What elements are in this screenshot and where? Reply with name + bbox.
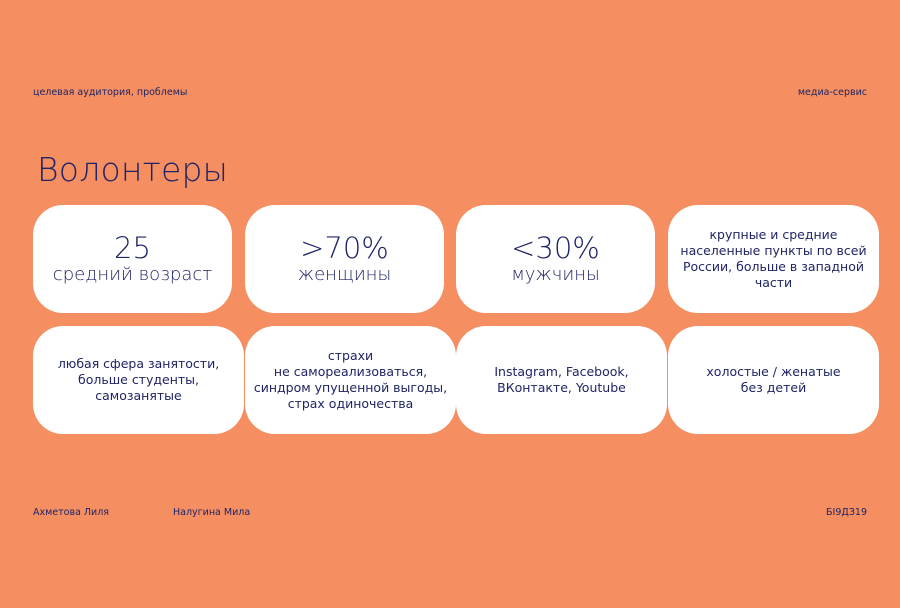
card-value: >70% xyxy=(300,231,389,265)
card-line: ВКонтакте, Youtube xyxy=(497,380,626,395)
card-family-status: холостые / женатые без детей xyxy=(668,326,879,434)
project-label: медиа-сервис xyxy=(797,87,867,98)
card-line: без детей xyxy=(740,380,807,395)
card-line: самозанятые xyxy=(95,388,182,403)
card-occupation: любая сфера занятости, больше студенты, … xyxy=(33,326,244,434)
card-men: <30% мужчины xyxy=(456,205,655,313)
author-2: Налугина Мила xyxy=(173,507,251,518)
card-label: женщины xyxy=(297,264,392,285)
card-value: 25 xyxy=(114,231,151,265)
card-geography: крупные и средние населенные пункты по в… xyxy=(668,205,879,313)
card-line: синдром упущенной выгоды, xyxy=(253,380,448,395)
card-line: крупные и средние xyxy=(709,227,838,242)
card-label: мужчины xyxy=(511,264,600,285)
card-value: <30% xyxy=(511,231,600,265)
group-code: БІ9ДЗ19 xyxy=(826,507,867,518)
card-age: 25 средний возраст xyxy=(33,205,232,313)
card-line: населенные пункты по всей xyxy=(680,243,867,258)
card-line: холостые / женатые xyxy=(706,364,841,379)
card-line: части xyxy=(754,275,793,290)
author-1: Ахметова Лиля xyxy=(33,507,110,518)
section-label: целевая аудитория, проблемы xyxy=(33,87,188,98)
card-line: страх одиночества xyxy=(287,396,414,411)
card-label: средний возраст xyxy=(52,264,213,285)
card-line: Instagram, Facebook, xyxy=(494,364,629,379)
card-line: страхи xyxy=(327,348,374,363)
card-line: больше студенты, xyxy=(78,372,199,387)
page-title: Волонтеры xyxy=(37,150,229,189)
card-fears: страхи не самореализоваться, синдром упу… xyxy=(245,326,456,434)
card-social-networks: Instagram, Facebook, ВКонтакте, Youtube xyxy=(456,326,667,434)
card-line: любая сфера занятости, xyxy=(57,356,220,371)
card-line: России, больше в западной xyxy=(682,259,864,274)
card-line: не самореализоваться, xyxy=(273,364,428,379)
card-women: >70% женщины xyxy=(245,205,444,313)
